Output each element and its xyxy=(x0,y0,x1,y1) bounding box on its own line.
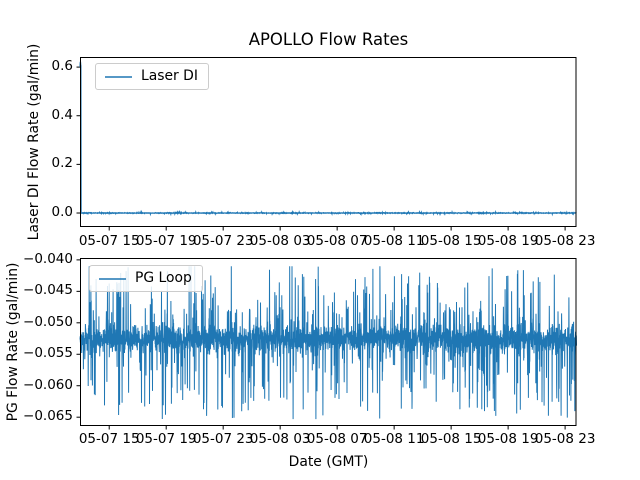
legend-pg-loop: PG Loop xyxy=(89,265,203,292)
x-tick-label: 05-08 03 xyxy=(249,431,311,447)
axes-spines xyxy=(80,258,577,426)
x-tick-label: 05-07 19 xyxy=(135,233,197,249)
y-tick-label: −0.040 xyxy=(23,250,73,267)
y-tick-label: −0.050 xyxy=(23,313,73,330)
legend-laser-di: Laser DI xyxy=(95,63,209,90)
x-tick-label: 05-08 15 xyxy=(420,431,482,447)
pg-loop-plot-area xyxy=(76,258,577,430)
x-tick-label: 05-08 23 xyxy=(534,431,596,447)
x-tick-label: 05-08 07 xyxy=(306,233,368,249)
x-axis-label: Date (GMT) xyxy=(288,454,369,470)
legend-line-sample-icon xyxy=(105,75,132,78)
x-tick-label: 05-07 23 xyxy=(192,233,254,249)
x-tick-label: 05-07 15 xyxy=(78,431,140,447)
y-tick-label: 0.4 xyxy=(51,106,73,123)
y-tick-label: −0.060 xyxy=(23,376,73,393)
x-tick-label: 05-08 19 xyxy=(477,431,539,447)
x-tick-label: 05-07 15 xyxy=(78,233,140,249)
axes-spines xyxy=(80,57,577,227)
y-tick-label: −0.055 xyxy=(23,345,73,362)
legend-line-sample-icon xyxy=(99,277,126,280)
legend-label-laser-di: Laser DI xyxy=(141,68,198,84)
laser-di-plot-area xyxy=(76,57,577,231)
x-tick-label: 05-08 07 xyxy=(306,431,368,447)
x-tick-label: 05-08 19 xyxy=(477,233,539,249)
x-tick-label: 05-08 23 xyxy=(534,233,596,249)
laser-di-line xyxy=(79,61,577,217)
x-tick-label: 05-08 15 xyxy=(420,233,482,249)
y-tick-label: 0.2 xyxy=(51,155,73,172)
x-tick-label: 05-08 11 xyxy=(363,233,425,249)
y-tick-label: −0.065 xyxy=(23,408,73,425)
y-tick-label: 0.6 xyxy=(51,58,73,75)
x-tick-label: 05-08 03 xyxy=(249,233,311,249)
x-tick-label: 05-07 19 xyxy=(135,431,197,447)
x-tick-label: 05-07 23 xyxy=(192,431,254,447)
y-tick-label: 0.0 xyxy=(51,204,73,221)
legend-label-pg-loop: PG Loop xyxy=(135,270,192,286)
figure-title: APOLLO Flow Rates xyxy=(248,30,409,49)
x-tick-label: 05-08 11 xyxy=(363,431,425,447)
pg-loop-line xyxy=(79,266,577,420)
y-tick-label: −0.045 xyxy=(23,282,73,299)
